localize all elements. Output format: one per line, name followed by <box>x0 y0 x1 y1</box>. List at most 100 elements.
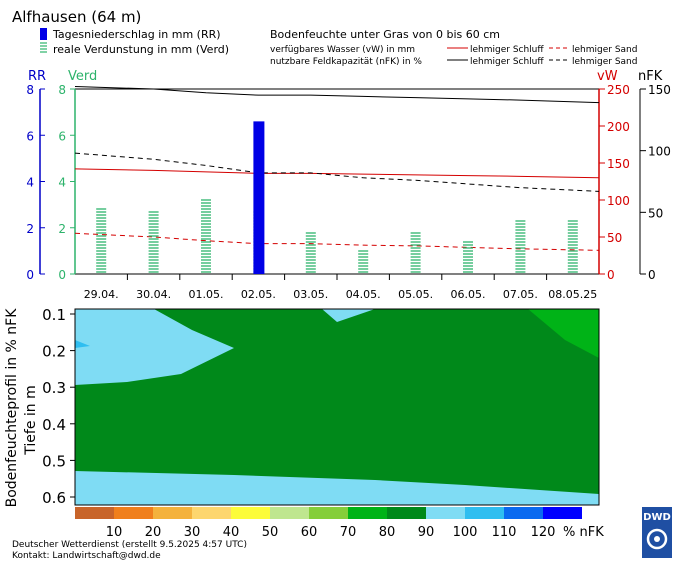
date-label: 05.05. <box>398 288 433 301</box>
scale-label: 60 <box>301 525 318 540</box>
nfk-tick-label: 0 <box>648 268 656 282</box>
dwd-logo: DWD <box>642 507 672 558</box>
profile-zone-90-100-deep <box>75 471 599 505</box>
rr-bar <box>253 121 265 274</box>
profile-zone-100-110 <box>75 340 90 348</box>
date-label: 29.04. <box>84 288 119 301</box>
dwd-logo-text: DWD <box>643 512 671 523</box>
footer-credit: Deutscher Wetterdienst (erstellt 9.5.202… <box>12 540 247 550</box>
line-nfk-lehmiger-schluff <box>74 86 600 104</box>
depth-tick-label: 0.2 <box>42 343 66 361</box>
soil-profile-heatmap <box>75 309 599 505</box>
depth-tick-label: 0.1 <box>42 306 66 324</box>
verd-bar <box>358 250 369 273</box>
date-axis: 29.04. 30.04. 01.05. 02.05. 03.05. 04.05. 05.0… <box>84 274 597 301</box>
profile-zone-90-100 <box>75 309 234 385</box>
depth-ylabel: Tiefe in m <box>23 385 39 455</box>
date-label: 07.05. <box>503 288 538 301</box>
scale-label: 10 <box>106 525 123 540</box>
nfk-schluff-legend-label: lehmiger Schluff <box>470 57 544 67</box>
date-label: 02.05. <box>241 288 276 301</box>
rr-legend-label: Tagesniederschlag in mm (RR) <box>52 28 221 41</box>
scale-label: 40 <box>223 525 240 540</box>
rr-legend-swatch <box>40 28 47 40</box>
scale-swatch <box>348 507 387 519</box>
scale-swatch <box>75 507 114 519</box>
nfk-axis-title: nFK <box>638 69 663 84</box>
line-vw-lehmiger-schluff <box>74 168 600 179</box>
verd-bar <box>567 220 578 273</box>
profile-zone-70-80 <box>528 309 599 358</box>
date-label: 03.05. <box>293 288 328 301</box>
top-plot-frame <box>74 88 600 275</box>
scale-swatch <box>192 507 231 519</box>
rr-tick-label: 0 <box>26 268 34 282</box>
scale-unit: % nFK <box>563 525 604 540</box>
rr-tick-label: 2 <box>26 222 34 236</box>
color-scale: 10 20 30 40 50 60 70 80 90 100 110 120 <box>75 507 582 540</box>
scale-swatch <box>426 507 465 519</box>
vw-axis-title: vW <box>597 69 618 84</box>
verd-axis-title: Verd <box>68 69 97 84</box>
date-label: 04.05. <box>346 288 381 301</box>
scale-swatch <box>543 507 582 519</box>
depth-axis: 0.1 0.2 0.3 0.4 0.5 0.6 <box>42 306 75 507</box>
scale-label: 110 <box>492 525 517 540</box>
verd-tick-label: 2 <box>58 222 66 236</box>
scale-swatch <box>309 507 348 519</box>
depth-tick-label: 0.3 <box>42 379 66 397</box>
scale-label: 30 <box>184 525 201 540</box>
profile-zone-90-100-top <box>322 309 375 322</box>
vw-tick-label: 50 <box>607 231 622 245</box>
vw-tick-label: 250 <box>607 83 630 97</box>
soil-title: Bodenfeuchte unter Gras von 0 bis 60 cm <box>270 28 500 41</box>
nfk-tick-label: 150 <box>648 83 671 97</box>
depth-tick-label: 0.4 <box>42 416 66 434</box>
line-nfk-lehmiger-sand <box>74 152 600 192</box>
vw-tick-label: 200 <box>607 120 630 134</box>
verd-bar <box>148 211 159 273</box>
nfk-tick-label: 50 <box>648 206 663 220</box>
rr-tick-label: 4 <box>26 176 34 190</box>
scale-label: 50 <box>262 525 279 540</box>
date-label: 08.05.25 <box>548 288 597 301</box>
vw-schluff-legend-label: lehmiger Schluff <box>470 45 544 55</box>
verd-bar <box>410 232 421 273</box>
precip-evap-bars <box>96 121 578 274</box>
verd-bar <box>96 208 107 273</box>
vw-tick-label: 100 <box>607 194 630 208</box>
profile-frame <box>74 308 600 506</box>
nfk-tick-label: 100 <box>648 145 671 159</box>
verd-tick-label: 0 <box>58 268 66 282</box>
scale-label: 80 <box>379 525 396 540</box>
date-label: 30.04. <box>136 288 171 301</box>
profile-ylabel: Bodenfeuchteprofil in % nFK <box>4 308 20 508</box>
vw-legend-text: verfügbares Wasser (vW) in mm <box>270 45 415 55</box>
verd-legend-swatch <box>40 42 47 53</box>
scale-swatch <box>387 507 426 519</box>
depth-tick-label: 0.6 <box>42 489 66 507</box>
verd-legend-label: reale Verdunstung in mm (Verd) <box>53 43 229 56</box>
scale-swatch <box>114 507 153 519</box>
scale-swatch <box>270 507 309 519</box>
scale-swatch <box>153 507 192 519</box>
vw-tick-label: 0 <box>607 268 615 282</box>
scale-swatch <box>231 507 270 519</box>
nfk-legend-text: nutzbare Feldkapazität (nFK) in % <box>270 57 422 67</box>
verd-bar <box>515 220 526 273</box>
date-label: 06.05. <box>451 288 486 301</box>
scale-swatch <box>465 507 504 519</box>
line-vw-lehmiger-sand <box>74 232 600 251</box>
scale-label: 120 <box>531 525 556 540</box>
date-label: 01.05. <box>189 288 224 301</box>
verd-tick-label: 4 <box>58 176 66 190</box>
scale-swatch <box>504 507 543 519</box>
depth-tick-label: 0.5 <box>42 452 66 470</box>
verd-tick-label: 8 <box>58 83 66 97</box>
nfk-sand-legend-label: lehmiger Sand <box>572 57 637 67</box>
rr-tick-label: 6 <box>26 129 34 143</box>
verd-tick-label: 6 <box>58 129 66 143</box>
verd-bar <box>201 199 211 273</box>
verd-bar <box>305 232 316 273</box>
